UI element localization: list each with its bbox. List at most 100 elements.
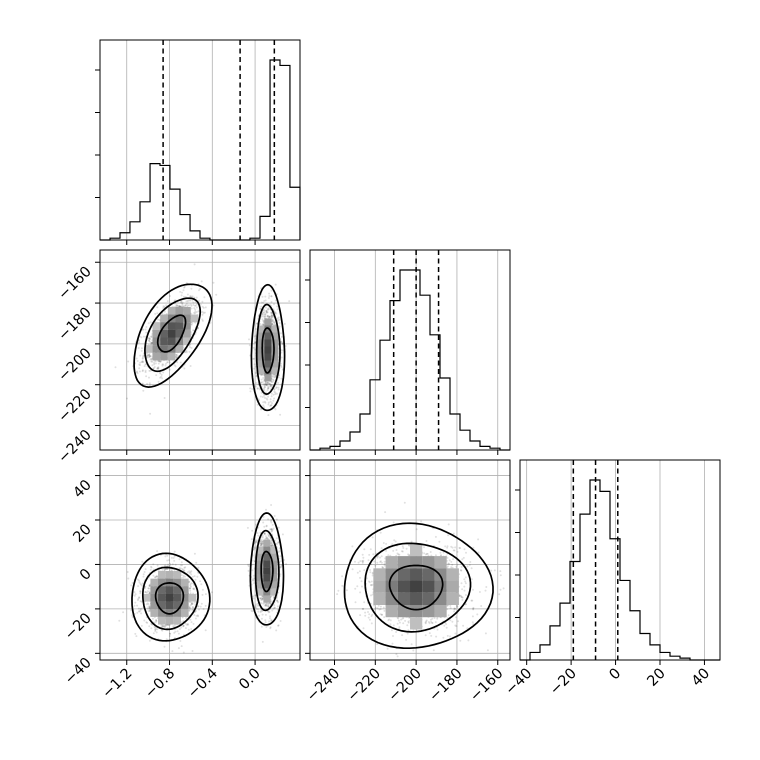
scatter-point <box>189 589 192 592</box>
scatter-point <box>176 305 179 308</box>
scatter-point <box>164 555 167 558</box>
scatter-point <box>154 362 157 365</box>
scatter-point <box>268 295 271 297</box>
scatter-point <box>193 263 196 266</box>
scatter-point <box>268 316 271 318</box>
scatter-point <box>146 382 149 385</box>
scatter-point <box>262 320 265 323</box>
scatter-point <box>272 607 275 610</box>
scatter-point <box>253 335 256 338</box>
scatter-point <box>265 626 268 628</box>
scatter-point <box>130 584 133 587</box>
scatter-point <box>147 322 150 325</box>
scatter-point <box>260 599 263 602</box>
scatter-point <box>136 599 139 602</box>
scatter-point <box>161 377 164 380</box>
scatter-point <box>263 388 266 391</box>
density-cell <box>152 322 161 330</box>
scatter-point <box>150 623 153 626</box>
scatter-point <box>169 361 172 364</box>
scatter-point <box>150 565 152 568</box>
scatter-point <box>142 389 145 392</box>
scatter-point <box>194 304 197 307</box>
scatter-point <box>188 572 191 574</box>
scatter-point <box>137 347 140 349</box>
scatter-point <box>138 596 141 599</box>
scatter-point <box>261 313 264 316</box>
scatter-point <box>139 609 142 612</box>
scatter-point <box>260 544 263 547</box>
density-cells <box>257 318 279 382</box>
panel-0-0 <box>126 40 256 240</box>
scatter-point <box>267 315 270 318</box>
scatter-point <box>269 398 272 401</box>
scatter-point <box>155 575 158 578</box>
scatter-point <box>183 367 186 370</box>
scatter-point <box>126 571 129 573</box>
scatter-point <box>155 620 158 622</box>
scatter-point <box>248 338 250 341</box>
scatter-point <box>148 353 151 356</box>
scatter-point <box>270 528 273 531</box>
scatter-point <box>266 314 269 317</box>
scatter-point <box>166 559 169 562</box>
scatter-point <box>161 625 164 628</box>
scatter-point <box>146 591 148 594</box>
scatter-point <box>273 390 276 393</box>
scatter-point <box>159 360 162 363</box>
scatter-point <box>272 375 275 378</box>
scatter-point <box>268 610 271 613</box>
scatter-point <box>278 325 281 328</box>
scatter-point <box>156 575 159 578</box>
scatter-point <box>135 635 138 638</box>
scatter-point <box>140 347 143 350</box>
scatter-point <box>190 307 193 310</box>
scatter-point <box>288 300 291 303</box>
scatter-point <box>261 541 264 543</box>
scatter-point <box>184 304 187 307</box>
scatter-point <box>263 532 266 535</box>
scatter-point <box>196 575 199 578</box>
scatter-point <box>270 315 273 317</box>
scatter-point <box>270 404 272 407</box>
scatter-point <box>180 626 183 629</box>
scatter-point <box>197 605 200 608</box>
scatter-point <box>264 314 266 317</box>
scatter-point <box>180 305 183 308</box>
scatter-point <box>161 625 164 628</box>
scatter-point <box>199 287 202 290</box>
scatter-point <box>270 314 273 317</box>
scatter-point <box>270 404 273 407</box>
scatter-point <box>137 610 140 613</box>
density-cell <box>264 353 272 361</box>
scatter-point <box>171 568 174 571</box>
scatter-point <box>257 610 260 613</box>
scatter-point <box>263 315 266 318</box>
scatter-point <box>137 607 140 610</box>
scatter-point <box>278 550 281 553</box>
scatter-point <box>204 629 207 632</box>
scatter-point <box>204 306 207 309</box>
scatter-point <box>270 383 273 386</box>
scatter-point <box>269 536 272 539</box>
scatter-point <box>185 350 188 352</box>
scatter-point <box>177 632 180 635</box>
scatter-point <box>140 607 143 610</box>
scatter-point <box>265 391 267 394</box>
scatter-point <box>162 371 165 374</box>
scatter-point <box>277 381 280 384</box>
scatter-point <box>159 372 162 375</box>
density-cell <box>160 345 168 353</box>
scatter-point <box>249 390 252 393</box>
scatter-point <box>254 594 257 597</box>
scatter-point <box>262 323 265 325</box>
scatter-point <box>278 318 281 321</box>
scatter-point <box>154 312 157 315</box>
scatter-point <box>262 387 265 390</box>
scatter-point <box>280 335 283 338</box>
scatter-point <box>263 309 266 312</box>
scatter-point <box>185 300 188 303</box>
scatter-point <box>139 590 142 593</box>
scatter-point <box>266 602 269 605</box>
histogram-0 <box>95 40 301 241</box>
